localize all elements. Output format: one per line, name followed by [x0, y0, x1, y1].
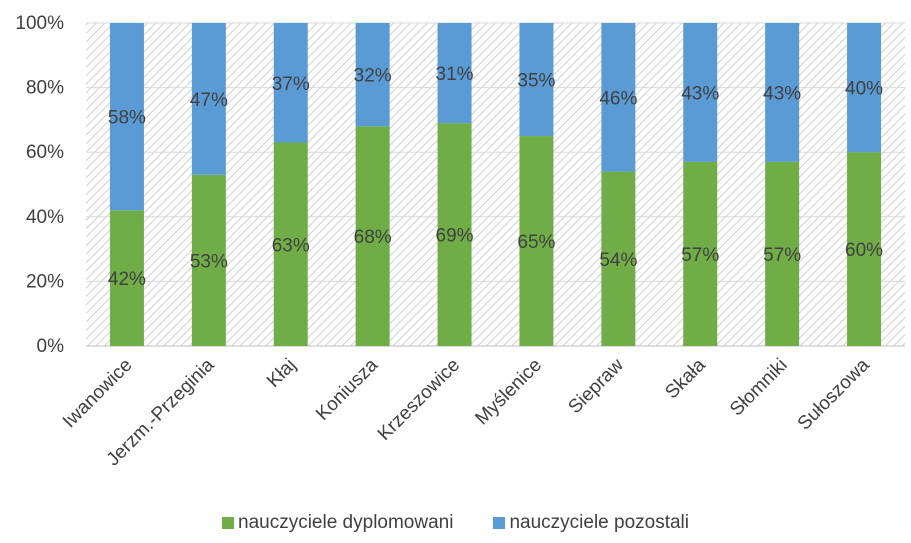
bar-segment-dyplomowani: [847, 152, 882, 346]
bar-segment-pozostali: [437, 23, 472, 124]
bar-segment-pozostali: [765, 23, 800, 162]
x-tick-label: Słomniki: [726, 355, 792, 421]
bar-segment-pozostali: [273, 23, 308, 143]
bar-segment-dyplomowani: [437, 123, 472, 346]
bar-segment-dyplomowani: [191, 174, 226, 346]
data-label: 43%: [681, 83, 719, 104]
data-label: 54%: [599, 250, 637, 271]
legend-swatch-pozostali: [493, 517, 506, 529]
legend-label-pozostali: nauczyciele pozostali: [509, 512, 689, 533]
data-label: 57%: [763, 245, 801, 266]
data-label: 46%: [599, 88, 637, 109]
data-label: 69%: [436, 226, 474, 247]
x-tick-label: Kłaj: [263, 355, 300, 392]
data-label: 53%: [190, 251, 228, 272]
x-tick-label: Sułoszowa: [794, 354, 874, 434]
x-tick-label: Myślenice: [471, 355, 546, 430]
y-tick-label: 40%: [26, 207, 64, 228]
bar-segment-dyplomowani: [601, 171, 636, 346]
bar-segment-pozostali: [109, 23, 144, 211]
bar-segment-pozostali: [355, 23, 390, 127]
data-label: 40%: [845, 79, 883, 100]
legend: nauczyciele dyplomowani nauczyciele pozo…: [0, 512, 911, 534]
data-label: 42%: [108, 269, 146, 290]
data-label: 68%: [354, 227, 392, 248]
x-tick-label: Iwanowice: [59, 355, 137, 433]
data-label: 65%: [517, 232, 555, 253]
x-tick-label: Skała: [661, 354, 710, 403]
bar-segment-pozostali: [191, 23, 226, 175]
bar-segment-pozostali: [601, 23, 636, 172]
y-tick-label: 60%: [26, 142, 64, 163]
data-label: 35%: [517, 71, 555, 92]
legend-item-dyplomowani: nauczyciele dyplomowani: [222, 512, 453, 534]
legend-item-pozostali: nauczyciele pozostali: [493, 512, 689, 534]
data-label: 31%: [436, 64, 474, 85]
data-label: 47%: [190, 90, 228, 111]
bar-segment-dyplomowani: [355, 126, 390, 346]
y-tick-label: 0%: [37, 336, 65, 357]
data-label: 58%: [108, 108, 146, 129]
x-tick-label: Krzeszowice: [374, 355, 464, 445]
bar-segment-dyplomowani: [109, 210, 144, 346]
y-tick-label: 100%: [15, 13, 64, 34]
x-tick-label: Koniusza: [312, 354, 382, 424]
bar-segment-dyplomowani: [273, 142, 308, 346]
bar-segment-pozostali: [847, 23, 882, 153]
legend-swatch-dyplomowani: [222, 517, 234, 529]
bar-segment-dyplomowani: [765, 161, 800, 346]
bar-segment-pozostali: [683, 23, 718, 162]
y-tick-label: 80%: [26, 78, 64, 99]
y-tick-label: 20%: [26, 271, 64, 292]
data-label: 32%: [354, 66, 392, 87]
bar-segment-dyplomowani: [683, 161, 718, 346]
data-label: 37%: [272, 74, 310, 95]
data-label: 43%: [763, 83, 801, 104]
data-label: 60%: [845, 240, 883, 261]
bar-segment-dyplomowani: [519, 136, 554, 346]
data-label: 63%: [272, 235, 310, 256]
x-tick-label: Siepraw: [564, 354, 628, 418]
legend-label-dyplomowani: nauczyciele dyplomowani: [238, 512, 454, 533]
bar-segment-pozostali: [519, 23, 554, 137]
data-label: 57%: [681, 245, 719, 266]
